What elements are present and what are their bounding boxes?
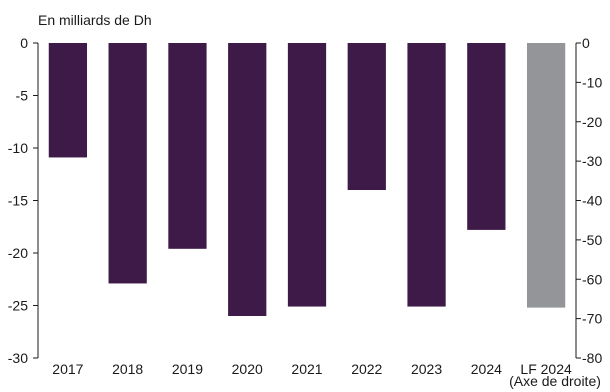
left-tick-label: 0 xyxy=(20,35,28,51)
right-tick-label: -30 xyxy=(582,153,602,169)
x-axis-labels: 2017 2018 2019 2020 2021 2022 2023 2024 LF 2024 xyxy=(52,361,572,377)
right-axis: 0 -10 -20 -30 -40 -50 -60 -70 -80 xyxy=(575,35,602,366)
bar-lf-2024 xyxy=(526,43,566,308)
x-tick-label: 2019 xyxy=(172,361,203,377)
left-tick-label: -25 xyxy=(8,298,28,314)
bar-2019 xyxy=(168,43,207,249)
right-tick-label: -40 xyxy=(582,193,602,209)
bars xyxy=(48,43,566,316)
bar-2017 xyxy=(48,43,88,158)
right-tick-label: 0 xyxy=(582,35,590,51)
bar-2022 xyxy=(347,43,386,190)
x-tick-label: 2022 xyxy=(351,361,382,377)
x-tick-label: 2017 xyxy=(52,361,83,377)
bar-2021 xyxy=(287,43,327,307)
right-tick-label: -50 xyxy=(582,232,602,248)
x-tick-label: 2023 xyxy=(411,361,442,377)
left-tick-label: -30 xyxy=(8,350,28,366)
bar-2023 xyxy=(407,43,446,307)
unit-label: En milliards de Dh xyxy=(38,12,152,28)
right-tick-label: -70 xyxy=(582,311,602,327)
left-tick-label: -10 xyxy=(8,140,28,156)
x-tick-label: LF 2024 xyxy=(520,361,572,377)
right-tick-label: -10 xyxy=(582,74,602,90)
left-tick-label: -15 xyxy=(8,193,28,209)
bar-2018 xyxy=(108,43,147,284)
right-tick-label: -80 xyxy=(582,350,602,366)
x-tick-label: 2021 xyxy=(291,361,322,377)
left-tick-label: -20 xyxy=(8,245,28,261)
bar-2024 xyxy=(467,43,506,230)
bar-2020 xyxy=(228,43,267,316)
x-tick-label: 2024 xyxy=(471,361,502,377)
left-axis: 0 -5 -10 -15 -20 -25 -30 xyxy=(8,35,39,366)
right-tick-label: -60 xyxy=(582,271,602,287)
left-tick-label: -5 xyxy=(16,88,29,104)
x-tick-label: 2018 xyxy=(112,361,143,377)
right-tick-label: -20 xyxy=(582,114,602,130)
x-tick-label: 2020 xyxy=(232,361,263,377)
right-axis-annotation: (Axe de droite) xyxy=(509,373,601,389)
